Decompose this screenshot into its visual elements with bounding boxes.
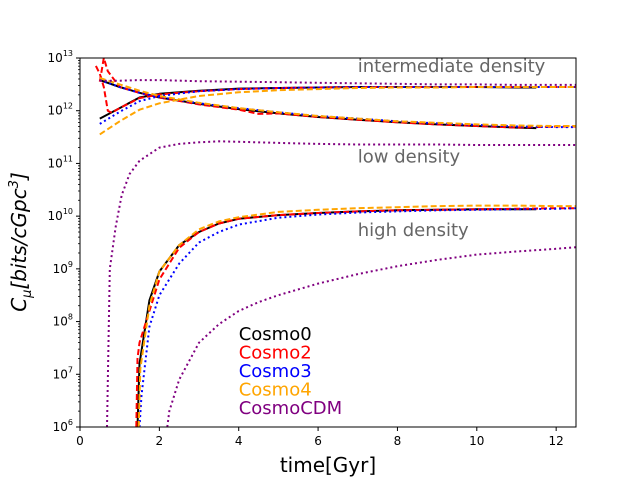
y-tick-label: 109 (53, 260, 73, 276)
y-tick-base: 10 (53, 262, 68, 276)
y-axis-label-sub: μ (20, 290, 35, 299)
region-annotation: high density (358, 220, 469, 241)
y-tick-base: 10 (48, 209, 63, 223)
x-tick-label: 8 (394, 434, 402, 448)
y-tick-exponent: 10 (63, 207, 73, 216)
legend-entry: Cosmo3 (239, 361, 312, 382)
y-tick-exponent: 9 (68, 260, 73, 269)
y-tick-label: 1013 (48, 49, 73, 65)
series-line-cosmocdm-low (106, 140, 576, 427)
series-line-cosmo3-high (138, 207, 576, 427)
y-axis-label-units-close: ] (7, 172, 31, 181)
y-tick-exponent: 6 (68, 418, 73, 427)
plot-area-frame (79, 57, 577, 428)
series-line-cosmocdm-intermediate (99, 79, 576, 86)
legend-entry: Cosmo2 (239, 343, 312, 364)
series-line-cosmo4-high (137, 204, 576, 427)
y-tick-label: 1011 (48, 154, 73, 170)
series-layer (95, 58, 576, 427)
series-line-cosmo4-low (99, 77, 576, 127)
region-annotation: low density (358, 146, 461, 167)
x-axis-label: time[Gyr] (280, 453, 376, 477)
series-line-cosmo3-intermediate (99, 86, 576, 125)
x-tick-label: 12 (549, 434, 564, 448)
y-axis-label-base: C (7, 298, 31, 312)
x-tick-label: 6 (314, 434, 322, 448)
y-tick-exponent: 13 (63, 49, 73, 58)
y-tick-base: 10 (53, 420, 68, 434)
legend-entry: Cosmo0 (239, 324, 312, 345)
y-tick-label: 108 (53, 313, 73, 329)
y-tick-exponent: 11 (63, 154, 73, 163)
legend-entry: Cosmo4 (239, 380, 312, 401)
series-line-cosmocdm-high (166, 246, 576, 427)
region-annotation: intermediate density (358, 56, 546, 77)
y-tick-base: 10 (48, 51, 63, 65)
y-tick-label: 1010 (48, 207, 73, 223)
y-tick-label: 1012 (48, 102, 73, 118)
y-axis-label: Cμ[bits/cGpc3] (7, 172, 35, 312)
y-tick-label: 106 (53, 418, 73, 434)
y-tick-base: 10 (53, 315, 68, 329)
x-axis: 0 2 4 6 8 10 12 (76, 427, 564, 448)
y-tick-base: 10 (53, 367, 68, 381)
x-tick-label: 0 (76, 434, 84, 448)
annotations: intermediate density low density high dens… (358, 56, 546, 241)
y-axis-label-units: [bits/cGpc (7, 188, 31, 289)
series-line-cosmo4-intermediate (99, 86, 576, 136)
y-tick-exponent: 8 (68, 313, 73, 322)
y-tick-exponent: 7 (68, 365, 73, 374)
series-line-cosmo3-low (99, 79, 576, 129)
x-tick-label: 10 (469, 434, 484, 448)
x-tick-label: 2 (156, 434, 164, 448)
y-tick-label: 107 (53, 365, 73, 381)
y-tick-base: 10 (48, 104, 63, 118)
legend-entry: CosmoCDM (239, 398, 342, 419)
y-axis-label-units-sup: 3 (7, 180, 22, 188)
y-tick-base: 10 (48, 156, 63, 170)
x-tick-label: 4 (235, 434, 243, 448)
y-tick-exponent: 12 (63, 102, 73, 111)
